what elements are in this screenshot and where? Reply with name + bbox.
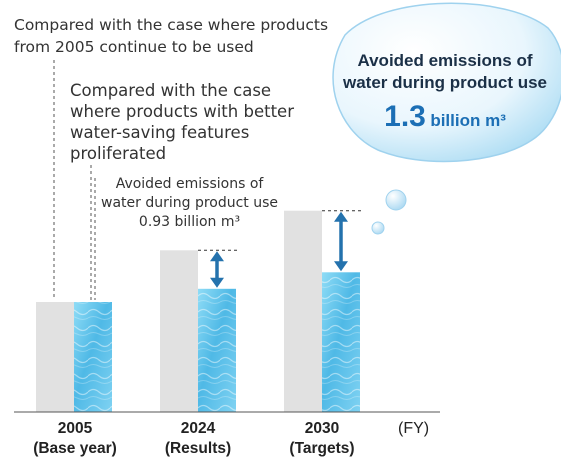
baseline-note-line-1: Compared with the case where products <box>14 16 329 34</box>
bubble-title-line-2: water during product use <box>342 73 548 92</box>
bar-water-texture-2024 <box>198 288 236 412</box>
x-tick-year: 2024 <box>180 420 216 437</box>
bar-baseline-2030 <box>284 210 322 412</box>
bubble-drop-large <box>385 189 407 211</box>
baseline-note-line-2: from 2005 continue to be used <box>14 38 254 56</box>
baseline-case-note: Compared with the case where products fr… <box>14 14 328 58</box>
avoided-2024-value: 0.93 billion m³ <box>138 214 241 230</box>
x-axis-unit: (FY) <box>398 420 430 437</box>
avoided-2024-note: Avoided emissions of water during produc… <box>101 175 278 232</box>
bubble-value-number: 1.3 <box>384 100 426 133</box>
bar-baseline-2024 <box>160 250 198 412</box>
x-tick-sublabel: (Results) <box>164 440 232 457</box>
bubble-value-unit: billion m³ <box>430 111 506 130</box>
avoided-arrow-head-down-2030 <box>334 261 348 272</box>
improved-case-note: Compared with the case where products wi… <box>70 80 294 164</box>
bar-water-texture-2030 <box>322 272 360 412</box>
x-tick-sublabel: (Targets) <box>289 440 355 457</box>
improved-note-line-2: where products with better <box>70 102 294 121</box>
avoided-2024-line-2: water during product use <box>101 195 279 211</box>
bubble-title: Avoided emissions of water during produc… <box>330 50 560 94</box>
x-tick-label: 2024 (Results) <box>138 419 258 459</box>
avoided-arrow-head-up-2024 <box>210 251 224 262</box>
x-tick-year: 2005 <box>57 420 93 437</box>
bar-baseline-2005 <box>36 302 74 412</box>
x-tick-label: 2005 (Base year) <box>15 419 135 459</box>
improved-note-line-3: water-saving features <box>70 123 250 142</box>
avoided-2024-line-1: Avoided emissions of <box>115 176 264 192</box>
x-tick-sublabel: (Base year) <box>33 440 117 457</box>
improved-note-line-1: Compared with the case <box>70 81 272 100</box>
avoided-arrow-head-down-2024 <box>210 277 224 288</box>
x-tick-year: 2030 <box>304 420 340 437</box>
improved-note-line-4: proliferated <box>70 144 167 163</box>
bubble-value: 1.3 billion m³ <box>330 100 560 134</box>
bubble-drop-small <box>371 221 385 235</box>
avoided-arrow-head-up-2030 <box>334 211 348 222</box>
bar-water-texture-2005 <box>74 302 112 412</box>
x-tick-label: 2030 (Targets) <box>262 419 382 459</box>
bubble-title-line-1: Avoided emissions of <box>357 51 533 70</box>
thought-bubble <box>332 2 561 163</box>
